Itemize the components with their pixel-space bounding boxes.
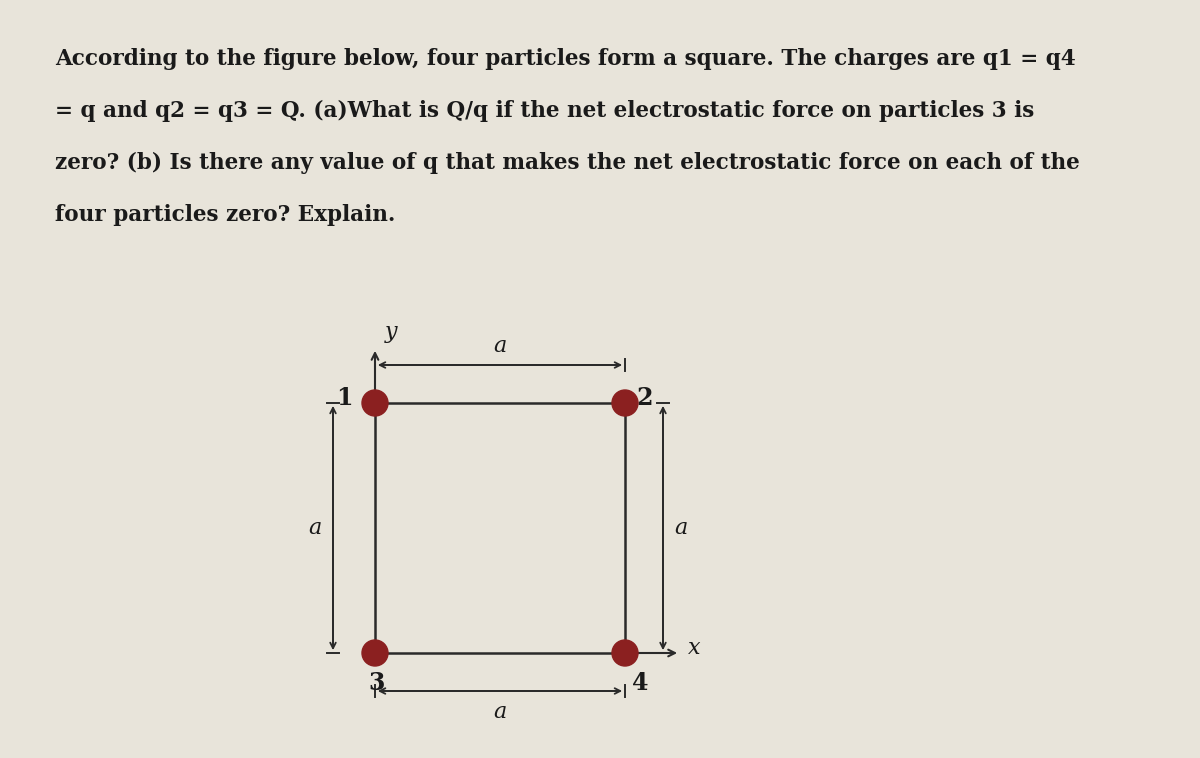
Text: a: a: [493, 335, 506, 357]
Text: four particles zero? Explain.: four particles zero? Explain.: [55, 204, 395, 226]
Circle shape: [612, 390, 638, 416]
Text: x: x: [688, 637, 701, 659]
Text: a: a: [308, 517, 322, 539]
Text: a: a: [493, 701, 506, 723]
Circle shape: [612, 640, 638, 666]
Text: 4: 4: [631, 671, 648, 694]
Text: 2: 2: [636, 386, 653, 410]
Text: a: a: [674, 517, 688, 539]
Text: y: y: [385, 321, 397, 343]
Text: = q and q2 = q3 = Q. (a)What is Q/q if the net electrostatic force on particles : = q and q2 = q3 = Q. (a)What is Q/q if t…: [55, 100, 1034, 122]
Circle shape: [362, 640, 388, 666]
Text: zero? (b) Is there any value of q that makes the net electrostatic force on each: zero? (b) Is there any value of q that m…: [55, 152, 1080, 174]
Circle shape: [362, 390, 388, 416]
Text: According to the figure below, four particles form a square. The charges are q1 : According to the figure below, four part…: [55, 48, 1075, 70]
Text: 3: 3: [368, 671, 385, 694]
Text: 1: 1: [336, 386, 353, 410]
